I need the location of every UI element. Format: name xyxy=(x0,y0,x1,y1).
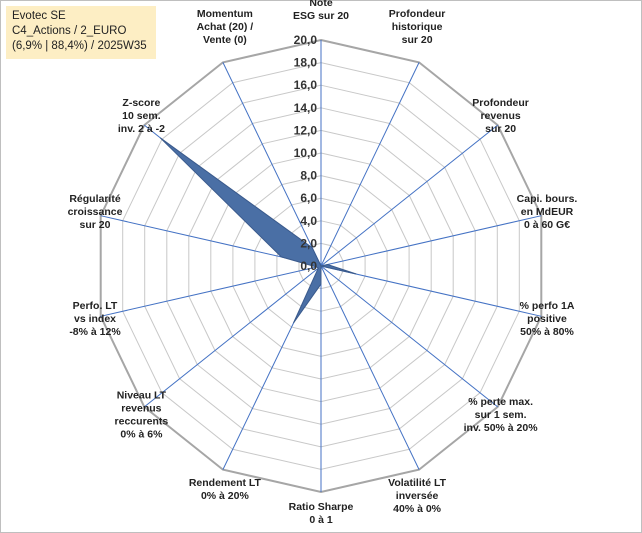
axis-label-7: Ratio Sharpe 0 à 1 xyxy=(289,501,354,526)
axis-label-2: Profondeur revenus sur 20 xyxy=(472,97,529,135)
axis-label-3: Capi. bours. en MdEUR 0 à 60 G€ xyxy=(517,193,578,231)
spoke-6 xyxy=(320,265,420,470)
info-stats: (6,9% | 88,4%) / 2025W35 xyxy=(12,40,147,52)
spoke-4 xyxy=(320,265,542,317)
spoke-3 xyxy=(320,215,542,267)
axis-label-10: Perfo. LT vs index -8% à 12% xyxy=(69,300,121,338)
axis-label-8: Rendement LT 0% à 20% xyxy=(189,477,262,502)
tick-label: 20,0 xyxy=(294,33,318,47)
spoke-5 xyxy=(320,265,499,408)
tick-label: 16,0 xyxy=(294,78,318,92)
spoke-13 xyxy=(222,62,322,267)
spoke-2 xyxy=(320,124,499,267)
tick-label: 12,0 xyxy=(294,123,318,137)
axis-label-0: Note ESG sur 20 xyxy=(293,0,349,22)
info-category: C4_Actions / 2_EURO xyxy=(12,25,127,37)
info-box: Evotec SE C4_Actions / 2_EURO (6,9% | 88… xyxy=(6,6,156,59)
axis-label-13: Momentum Achat (20) / Vente (0) xyxy=(197,8,254,46)
series-area-0 xyxy=(159,137,357,324)
axis-label-9: Niveau LT revenus reccurents 0% à 6% xyxy=(115,390,169,441)
axis-label-11: Régularité croissance sur 20 xyxy=(68,193,123,231)
tick-label: 4,0 xyxy=(300,214,317,228)
tick-label: 10,0 xyxy=(294,146,318,160)
axis-label-6: Volatilité LT inversée 40% à 0% xyxy=(388,477,447,515)
tick-label: 0,0 xyxy=(300,259,317,273)
spoke-10 xyxy=(100,265,322,317)
spoke-9 xyxy=(143,265,322,408)
tick-label: 14,0 xyxy=(294,101,318,115)
tick-label: 6,0 xyxy=(300,191,317,205)
tick-label: 2,0 xyxy=(300,236,317,250)
axis-label-1: Profondeur historique sur 20 xyxy=(389,8,446,46)
tick-label: 8,0 xyxy=(300,169,317,183)
axis-label-4: % perfo 1A positive 50% à 80% xyxy=(520,300,575,338)
tick-label: 18,0 xyxy=(294,56,318,70)
axis-label-5: % perte max. sur 1 sem. inv. 50% à 20% xyxy=(464,396,539,434)
spoke-1 xyxy=(320,62,420,267)
axis-label-12: Z-score 10 sem. inv. 2 à -2 xyxy=(118,97,165,135)
info-company: Evotec SE xyxy=(12,10,66,22)
